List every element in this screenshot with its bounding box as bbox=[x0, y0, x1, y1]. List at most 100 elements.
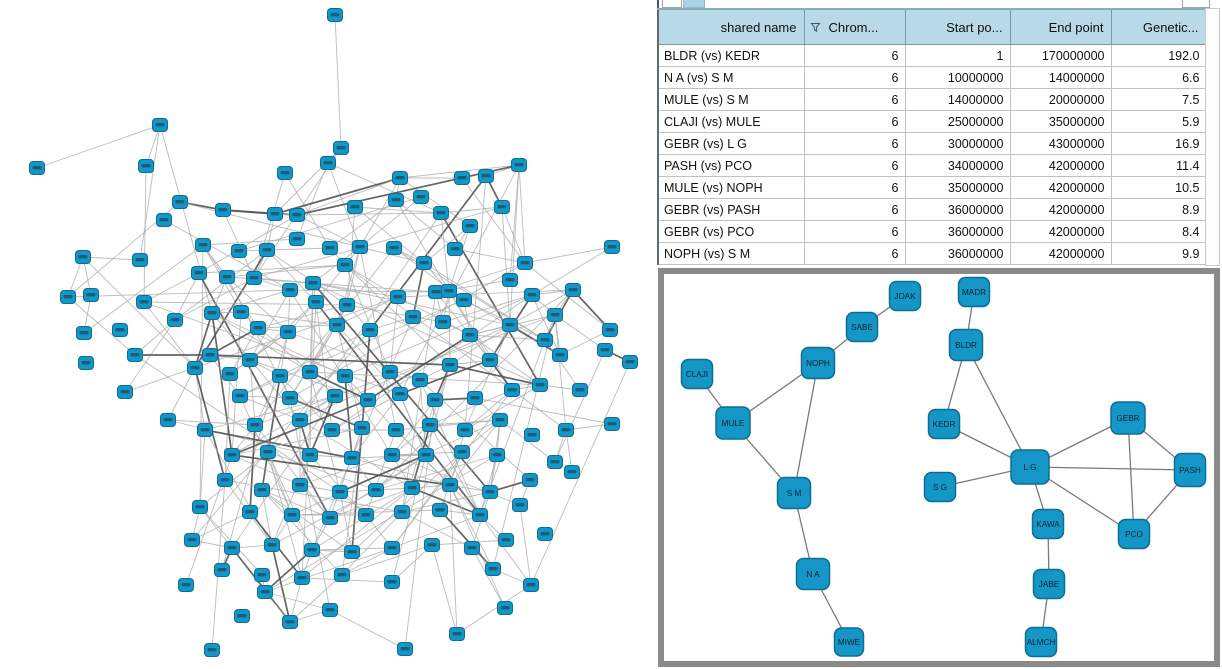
column-header-chrom-[interactable]: Chrom... bbox=[803, 8, 906, 45]
cell-value[interactable]: 5.9 bbox=[1110, 110, 1207, 133]
cell-shared-name[interactable]: NOPH (vs) S M bbox=[657, 242, 805, 265]
network-node[interactable] bbox=[360, 393, 376, 407]
network-node[interactable] bbox=[442, 358, 458, 372]
network-node[interactable] bbox=[347, 200, 363, 214]
network-node[interactable] bbox=[267, 207, 283, 221]
network-node[interactable] bbox=[322, 603, 338, 617]
network-node[interactable] bbox=[178, 578, 194, 592]
cell-value[interactable]: 9.9 bbox=[1110, 242, 1207, 265]
network-node[interactable] bbox=[354, 421, 370, 435]
cell-shared-name[interactable]: BLDR (vs) KEDR bbox=[657, 44, 805, 67]
network-node[interactable] bbox=[224, 541, 240, 555]
network-node[interactable] bbox=[280, 325, 296, 339]
network-node[interactable] bbox=[413, 190, 429, 204]
cell-value[interactable]: 6 bbox=[803, 88, 906, 111]
cell-value[interactable]: 14000000 bbox=[904, 88, 1011, 111]
network-node[interactable] bbox=[384, 575, 400, 589]
network-node[interactable] bbox=[264, 538, 280, 552]
cell-value[interactable]: 30000000 bbox=[904, 132, 1011, 155]
network-node[interactable] bbox=[217, 473, 233, 487]
network-node[interactable] bbox=[467, 391, 483, 405]
network-node-bldr[interactable]: BLDR bbox=[948, 328, 984, 362]
network-node[interactable] bbox=[344, 545, 360, 559]
network-node[interactable] bbox=[302, 365, 318, 379]
network-node[interactable] bbox=[427, 393, 443, 407]
network-node[interactable] bbox=[433, 206, 449, 220]
network-node[interactable] bbox=[215, 203, 231, 217]
network-node[interactable] bbox=[392, 387, 408, 401]
cell-value[interactable]: 6 bbox=[803, 242, 906, 265]
network-node[interactable] bbox=[565, 283, 581, 297]
table-row[interactable]: GEBR (vs) PASH 6 36000000 42000000 8.9 bbox=[657, 198, 1207, 221]
network-node[interactable] bbox=[564, 465, 580, 479]
network-node[interactable] bbox=[187, 361, 203, 375]
network-node-almch[interactable]: ALMCH bbox=[1024, 626, 1058, 658]
network-node[interactable] bbox=[247, 418, 263, 432]
cell-value[interactable]: 20000000 bbox=[1009, 88, 1112, 111]
network-node[interactable] bbox=[308, 295, 324, 309]
network-node[interactable] bbox=[386, 241, 402, 255]
cell-value[interactable]: 14000000 bbox=[1009, 66, 1112, 89]
cell-shared-name[interactable]: GEBR (vs) PCO bbox=[657, 220, 805, 243]
network-node[interactable] bbox=[132, 253, 148, 267]
network-node[interactable] bbox=[597, 343, 613, 357]
network-node-pash[interactable]: PASH bbox=[1173, 452, 1207, 488]
network-node[interactable] bbox=[552, 348, 568, 362]
network-node-madr[interactable]: MADR bbox=[957, 276, 991, 308]
network-node[interactable] bbox=[195, 238, 211, 252]
cell-value[interactable]: 34000000 bbox=[904, 154, 1011, 177]
table-scrollbar-track[interactable] bbox=[1205, 8, 1220, 266]
network-node[interactable] bbox=[302, 448, 318, 462]
network-node[interactable] bbox=[337, 369, 353, 383]
network-node[interactable] bbox=[368, 483, 384, 497]
network-node[interactable] bbox=[502, 273, 518, 287]
network-node[interactable] bbox=[327, 8, 343, 22]
network-node[interactable] bbox=[305, 276, 321, 290]
network-node[interactable] bbox=[457, 423, 473, 437]
cell-value[interactable]: 7.5 bbox=[1110, 88, 1207, 111]
table-row[interactable]: BLDR (vs) KEDR 6 1 170000000 192.0 bbox=[657, 44, 1207, 67]
cell-value[interactable]: 42000000 bbox=[1009, 176, 1112, 199]
network-node[interactable] bbox=[482, 353, 498, 367]
network-node[interactable] bbox=[524, 428, 540, 442]
network-node[interactable] bbox=[428, 285, 444, 299]
network-node[interactable] bbox=[512, 498, 528, 512]
network-node[interactable] bbox=[259, 243, 275, 257]
network-node[interactable] bbox=[532, 378, 548, 392]
network-node[interactable] bbox=[197, 423, 213, 437]
cell-shared-name[interactable]: CLAJI (vs) MULE bbox=[657, 110, 805, 133]
network-node-claji[interactable]: CLAJI bbox=[680, 358, 714, 390]
network-node-jabe[interactable]: JABE bbox=[1032, 568, 1066, 600]
network-node[interactable] bbox=[260, 445, 276, 459]
cell-value[interactable]: 11.4 bbox=[1110, 154, 1207, 177]
network-node[interactable] bbox=[482, 485, 498, 499]
network-node[interactable] bbox=[112, 323, 128, 337]
cell-shared-name[interactable]: PASH (vs) PCO bbox=[657, 154, 805, 177]
network-node[interactable] bbox=[320, 156, 336, 170]
cell-value[interactable]: 42000000 bbox=[1009, 220, 1112, 243]
network-node[interactable] bbox=[334, 568, 350, 582]
network-node[interactable] bbox=[422, 418, 438, 432]
network-node-sabe[interactable]: SABE bbox=[845, 311, 879, 343]
column-header-start-po-[interactable]: Start po... bbox=[904, 8, 1011, 45]
network-node[interactable] bbox=[489, 448, 505, 462]
network-node[interactable] bbox=[352, 240, 368, 254]
filter-funnel-icon[interactable] bbox=[809, 22, 821, 33]
network-node[interactable] bbox=[478, 169, 494, 183]
cell-value[interactable]: 10.5 bbox=[1110, 176, 1207, 199]
network-node[interactable] bbox=[254, 568, 270, 582]
network-node[interactable] bbox=[358, 508, 374, 522]
network-node[interactable] bbox=[432, 503, 448, 517]
network-node[interactable] bbox=[75, 250, 91, 264]
network-node-kawa[interactable]: KAWA bbox=[1031, 508, 1065, 540]
cell-value[interactable]: 36000000 bbox=[904, 220, 1011, 243]
cell-value[interactable]: 170000000 bbox=[1009, 44, 1112, 67]
cell-shared-name[interactable]: MULE (vs) NOPH bbox=[657, 176, 805, 199]
network-node[interactable] bbox=[441, 284, 457, 298]
network-node-noph[interactable]: NOPH bbox=[800, 346, 836, 380]
network-node-pco[interactable]: PCO bbox=[1117, 518, 1151, 550]
network-node[interactable] bbox=[332, 485, 348, 499]
network-node[interactable] bbox=[156, 213, 172, 227]
network-node[interactable] bbox=[382, 365, 398, 379]
network-node[interactable] bbox=[537, 333, 553, 347]
